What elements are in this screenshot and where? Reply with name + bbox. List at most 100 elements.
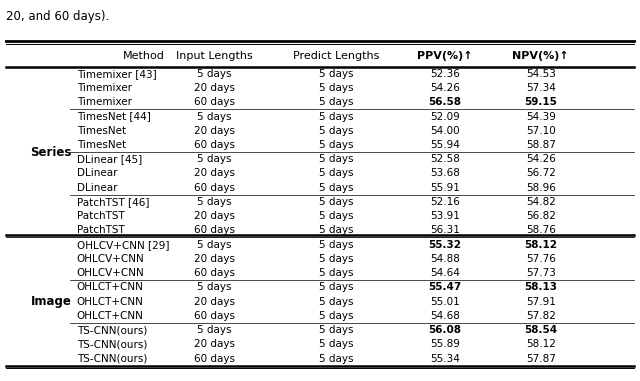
Text: 59.15: 59.15 <box>524 97 557 107</box>
Text: DLinear: DLinear <box>77 168 117 178</box>
Text: 58.12: 58.12 <box>526 339 556 349</box>
Text: 5 days: 5 days <box>319 325 353 335</box>
Text: 57.91: 57.91 <box>526 297 556 307</box>
Text: 5 days: 5 days <box>319 69 353 79</box>
Text: 60 days: 60 days <box>194 183 235 193</box>
Text: 20, and 60 days).: 20, and 60 days). <box>6 10 109 22</box>
Text: Timemixer [43]: Timemixer [43] <box>77 69 157 79</box>
Text: NPV(%)↑: NPV(%)↑ <box>513 51 569 61</box>
Text: 58.87: 58.87 <box>526 140 556 150</box>
Text: 54.53: 54.53 <box>526 69 556 79</box>
Text: 5 days: 5 days <box>197 154 232 164</box>
Text: 54.00: 54.00 <box>430 126 460 136</box>
Text: 5 days: 5 days <box>319 140 353 150</box>
Text: 20 days: 20 days <box>194 297 235 307</box>
Text: 5 days: 5 days <box>319 183 353 193</box>
Text: 55.34: 55.34 <box>430 354 460 363</box>
Text: 52.58: 52.58 <box>430 154 460 164</box>
Text: 20 days: 20 days <box>194 168 235 178</box>
Text: 58.12: 58.12 <box>524 240 557 250</box>
Text: TS-CNN(ours): TS-CNN(ours) <box>77 354 147 363</box>
Text: 57.73: 57.73 <box>526 268 556 278</box>
Text: 20 days: 20 days <box>194 83 235 93</box>
Text: 5 days: 5 days <box>197 282 232 293</box>
Text: 5 days: 5 days <box>319 268 353 278</box>
Text: 57.87: 57.87 <box>526 354 556 363</box>
Text: 20 days: 20 days <box>194 339 235 349</box>
Text: 57.82: 57.82 <box>526 311 556 321</box>
Text: OHLCT+CNN: OHLCT+CNN <box>77 282 143 293</box>
Text: 53.68: 53.68 <box>430 168 460 178</box>
Text: 58.96: 58.96 <box>526 183 556 193</box>
Text: 57.76: 57.76 <box>526 254 556 264</box>
Text: TimesNet [44]: TimesNet [44] <box>77 112 150 122</box>
Text: 5 days: 5 days <box>197 69 232 79</box>
Text: OHLCT+CNN: OHLCT+CNN <box>77 297 143 307</box>
Text: 5 days: 5 days <box>319 112 353 122</box>
Text: 55.94: 55.94 <box>430 140 460 150</box>
Text: PatchTST: PatchTST <box>77 226 125 235</box>
Text: 55.47: 55.47 <box>428 282 461 293</box>
Text: 5 days: 5 days <box>197 325 232 335</box>
Text: 5 days: 5 days <box>197 112 232 122</box>
Text: Method: Method <box>123 51 165 61</box>
Text: 58.13: 58.13 <box>524 282 557 293</box>
Text: Input Lengths: Input Lengths <box>176 51 253 61</box>
Text: DLinear [45]: DLinear [45] <box>77 154 142 164</box>
Text: 60 days: 60 days <box>194 226 235 235</box>
Text: 56.08: 56.08 <box>428 325 461 335</box>
Text: 56.31: 56.31 <box>430 226 460 235</box>
Text: Predict Lengths: Predict Lengths <box>293 51 379 61</box>
Text: OHLCV+CNN [29]: OHLCV+CNN [29] <box>77 240 170 250</box>
Text: 5 days: 5 days <box>319 240 353 250</box>
Text: 5 days: 5 days <box>319 97 353 107</box>
Text: 54.88: 54.88 <box>430 254 460 264</box>
Text: 60 days: 60 days <box>194 354 235 363</box>
Text: 54.68: 54.68 <box>430 311 460 321</box>
Text: 55.89: 55.89 <box>430 339 460 349</box>
Text: OHLCV+CNN: OHLCV+CNN <box>77 268 145 278</box>
Text: TS-CNN(ours): TS-CNN(ours) <box>77 325 147 335</box>
Text: 20 days: 20 days <box>194 126 235 136</box>
Text: OHLCV+CNN: OHLCV+CNN <box>77 254 145 264</box>
Text: 5 days: 5 days <box>319 83 353 93</box>
Text: Timemixer: Timemixer <box>77 97 132 107</box>
Text: TimesNet: TimesNet <box>77 126 126 136</box>
Text: 58.76: 58.76 <box>526 226 556 235</box>
Text: 60 days: 60 days <box>194 97 235 107</box>
Text: 5 days: 5 days <box>319 226 353 235</box>
Text: 5 days: 5 days <box>319 154 353 164</box>
Text: OHLCT+CNN: OHLCT+CNN <box>77 311 143 321</box>
Text: 60 days: 60 days <box>194 311 235 321</box>
Text: PPV(%)↑: PPV(%)↑ <box>417 51 472 61</box>
Text: 5 days: 5 days <box>319 282 353 293</box>
Text: 5 days: 5 days <box>319 168 353 178</box>
Text: 54.39: 54.39 <box>526 112 556 122</box>
Text: 5 days: 5 days <box>319 211 353 221</box>
Text: 5 days: 5 days <box>319 311 353 321</box>
Text: 5 days: 5 days <box>197 240 232 250</box>
Text: Series: Series <box>31 146 72 158</box>
Text: 57.10: 57.10 <box>526 126 556 136</box>
Text: 5 days: 5 days <box>319 339 353 349</box>
Text: PatchTST: PatchTST <box>77 211 125 221</box>
Text: 5 days: 5 days <box>319 126 353 136</box>
Text: 55.91: 55.91 <box>430 183 460 193</box>
Text: 56.72: 56.72 <box>526 168 556 178</box>
Text: 52.16: 52.16 <box>430 197 460 207</box>
Text: 56.58: 56.58 <box>428 97 461 107</box>
Text: 52.36: 52.36 <box>430 69 460 79</box>
Text: 5 days: 5 days <box>319 297 353 307</box>
Text: DLinear: DLinear <box>77 183 117 193</box>
Text: 55.32: 55.32 <box>428 240 461 250</box>
Text: 57.34: 57.34 <box>526 83 556 93</box>
Text: PatchTST [46]: PatchTST [46] <box>77 197 149 207</box>
Text: 58.54: 58.54 <box>524 325 557 335</box>
Text: 54.82: 54.82 <box>526 197 556 207</box>
Text: 20 days: 20 days <box>194 211 235 221</box>
Text: 53.91: 53.91 <box>430 211 460 221</box>
Text: 60 days: 60 days <box>194 140 235 150</box>
Text: 5 days: 5 days <box>197 197 232 207</box>
Text: 60 days: 60 days <box>194 268 235 278</box>
Text: TS-CNN(ours): TS-CNN(ours) <box>77 339 147 349</box>
